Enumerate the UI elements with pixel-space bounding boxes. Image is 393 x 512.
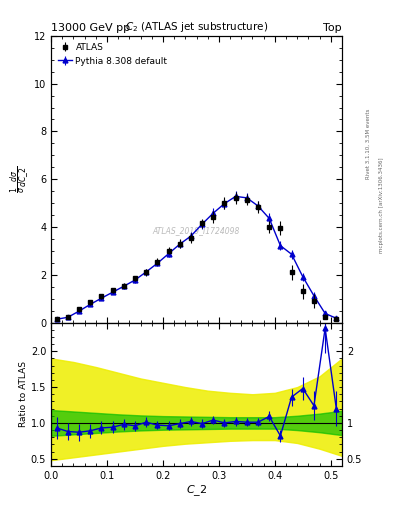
Legend: ATLAS, Pythia 8.308 default: ATLAS, Pythia 8.308 default [55, 40, 170, 68]
X-axis label: $C\_2$: $C\_2$ [186, 483, 207, 498]
Text: 13000 GeV pp: 13000 GeV pp [51, 23, 130, 33]
Y-axis label: Ratio to ATLAS: Ratio to ATLAS [19, 361, 28, 427]
Text: Top: Top [323, 23, 342, 33]
Text: Rivet 3.1.10, 3.5M events: Rivet 3.1.10, 3.5M events [365, 108, 371, 179]
Text: ATLAS_2019_I1724098: ATLAS_2019_I1724098 [153, 226, 240, 236]
Title: $C_2$ (ATLAS jet substructure): $C_2$ (ATLAS jet substructure) [125, 20, 268, 34]
Text: mcplots.cern.ch [arXiv:1306.3436]: mcplots.cern.ch [arXiv:1306.3436] [379, 157, 384, 252]
Y-axis label: $\frac{1}{\sigma}\frac{d\sigma}{dC\_2}$: $\frac{1}{\sigma}\frac{d\sigma}{dC\_2}$ [9, 165, 33, 193]
